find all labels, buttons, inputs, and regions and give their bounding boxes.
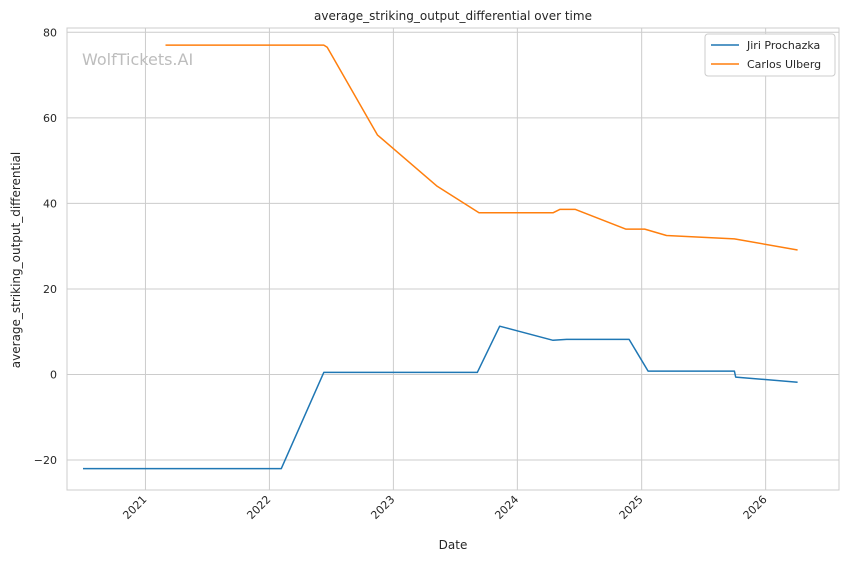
x-axis-title: Date xyxy=(439,538,468,552)
y-tick-label: 60 xyxy=(43,112,57,125)
y-axis-title: average_striking_output_differential xyxy=(9,152,23,368)
chart-title: average_striking_output_differential ove… xyxy=(314,9,592,23)
y-tick-label: 40 xyxy=(43,197,57,210)
plot-area xyxy=(66,27,840,491)
series-line-carlos-ulberg xyxy=(165,44,798,251)
series-lines xyxy=(83,44,798,470)
legend-label-carlos-ulberg: Carlos Ulberg xyxy=(747,58,821,71)
y-tick-label: 20 xyxy=(43,283,57,296)
y-tick-label: 0 xyxy=(50,369,57,382)
series-line-jiri-prochazka xyxy=(83,325,798,470)
y-tick-label: 80 xyxy=(43,26,57,39)
y-axis-ticks: −20 0 20 40 60 80 xyxy=(34,26,57,467)
watermark-text: WolfTickets.AI xyxy=(82,50,193,69)
grid-lines xyxy=(67,28,839,490)
legend: Jiri Prochazka Carlos Ulberg xyxy=(704,33,836,77)
legend-label-jiri-prochazka: Jiri Prochazka xyxy=(746,39,820,52)
y-tick-label: −20 xyxy=(34,454,57,467)
